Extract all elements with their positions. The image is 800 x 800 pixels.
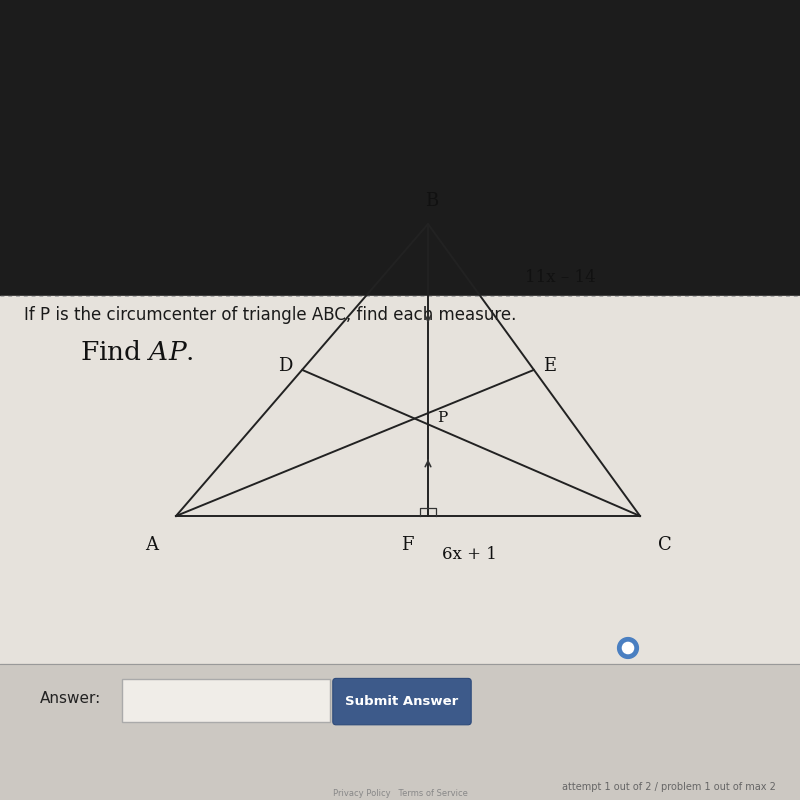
Text: B: B [426,192,438,210]
Text: Answer:: Answer: [40,691,102,706]
Text: Find $AP$.: Find $AP$. [80,340,194,365]
Bar [0,296,800,664]
Bar [0,0,800,296]
Text: attempt 1 out of 2 / problem 1 out of max 2: attempt 1 out of 2 / problem 1 out of ma… [562,782,776,792]
Circle shape [618,638,638,658]
Text: 6x + 1: 6x + 1 [442,546,498,563]
Circle shape [622,642,634,654]
Text: F: F [401,536,414,554]
Text: C: C [658,536,671,554]
Text: A: A [146,536,158,554]
Text: If P is the circumcenter of triangle ABC, find each measure.: If P is the circumcenter of triangle ABC… [24,306,516,325]
Text: E: E [543,357,556,375]
Bar [0,664,800,800]
Text: Submit Answer: Submit Answer [346,695,458,708]
Text: Privacy Policy   Terms of Service: Privacy Policy Terms of Service [333,790,467,798]
Text: D: D [278,357,293,375]
FancyBboxPatch shape [333,678,471,725]
Text: P: P [438,411,448,426]
Text: 11x – 14: 11x – 14 [525,269,595,286]
FancyBboxPatch shape [122,679,330,722]
